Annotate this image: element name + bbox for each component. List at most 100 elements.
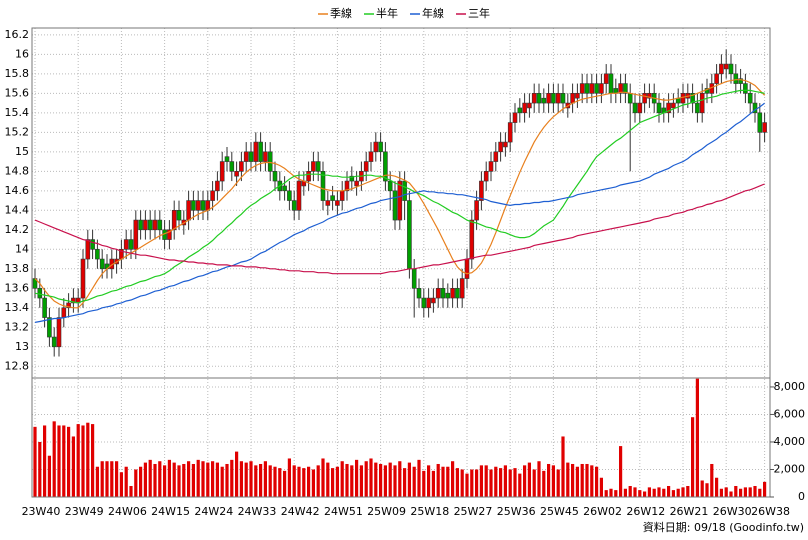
candle-body bbox=[680, 93, 686, 104]
volume-bar bbox=[508, 469, 512, 497]
y-tick-label: 12.8 bbox=[5, 359, 30, 372]
volume-bar bbox=[249, 461, 253, 497]
volume-bar bbox=[412, 466, 416, 497]
volume-bar bbox=[657, 487, 661, 497]
volume-bar bbox=[427, 465, 431, 497]
volume-bar bbox=[523, 465, 527, 497]
volume-bar bbox=[67, 426, 71, 497]
volume-bar bbox=[451, 461, 455, 497]
volume-bar bbox=[129, 485, 133, 497]
candle-body bbox=[95, 249, 100, 260]
volume-bar bbox=[158, 461, 162, 497]
candle-body bbox=[632, 102, 638, 114]
volume-bar bbox=[403, 468, 407, 497]
volume-bar bbox=[455, 468, 459, 497]
candle-body bbox=[373, 141, 379, 153]
candle-body bbox=[287, 190, 292, 201]
volume-tick-label: 4,000 bbox=[774, 435, 806, 448]
volume-bar bbox=[681, 487, 685, 497]
volume-bar bbox=[489, 469, 493, 497]
candle-body bbox=[594, 83, 599, 94]
volume-bar bbox=[393, 465, 397, 497]
volume-bar bbox=[580, 463, 584, 497]
volume-bar bbox=[551, 465, 555, 497]
candle-body bbox=[575, 93, 580, 99]
candle-body bbox=[603, 73, 609, 84]
volume-bar bbox=[628, 485, 632, 497]
legend-label: 三年 bbox=[468, 6, 490, 20]
candle-body bbox=[666, 102, 671, 114]
volume-bar bbox=[700, 480, 704, 497]
volume-bar bbox=[345, 463, 349, 497]
candle-body bbox=[325, 200, 331, 206]
candle-body bbox=[147, 219, 153, 231]
volume-bar bbox=[100, 461, 104, 497]
volume-bar bbox=[479, 465, 483, 497]
candle-body bbox=[167, 229, 172, 240]
candle-body bbox=[752, 102, 758, 114]
volume-bar bbox=[547, 463, 551, 497]
volume-bar bbox=[76, 424, 80, 497]
volume-bar bbox=[595, 466, 599, 497]
volume-bar bbox=[575, 466, 579, 497]
volume-bar bbox=[643, 491, 647, 497]
candle-body bbox=[479, 180, 484, 201]
x-tick-label: 25W27 bbox=[454, 505, 493, 518]
candle-body bbox=[498, 141, 503, 153]
candle-body bbox=[176, 210, 182, 221]
candle-body bbox=[627, 93, 633, 104]
x-tick-label: 26W30 bbox=[713, 505, 752, 518]
candle-body bbox=[411, 268, 417, 289]
volume-bar bbox=[52, 421, 56, 497]
volume-bar bbox=[604, 490, 608, 497]
volume-bar bbox=[220, 466, 224, 497]
volume-bar bbox=[494, 466, 498, 497]
candle-body bbox=[330, 195, 335, 201]
candle-body bbox=[368, 151, 374, 162]
volume-bar bbox=[335, 466, 339, 497]
candle-body bbox=[728, 63, 734, 75]
volume-bar bbox=[33, 426, 37, 497]
volume-bar bbox=[739, 488, 743, 497]
candle-body bbox=[440, 288, 446, 299]
y-tick-label: 14.2 bbox=[5, 223, 30, 236]
x-tick-label: 25W18 bbox=[410, 505, 449, 518]
volume-bar bbox=[297, 466, 301, 497]
candle-body bbox=[743, 83, 748, 94]
candle-body bbox=[459, 278, 465, 299]
volume-tick-label: 0 bbox=[798, 490, 805, 503]
volume-bar bbox=[254, 465, 258, 497]
volume-bar bbox=[350, 465, 354, 497]
candle-body bbox=[56, 317, 62, 348]
candle-body bbox=[719, 63, 724, 75]
volume-bar bbox=[124, 466, 128, 497]
candle-body bbox=[738, 78, 743, 84]
volume-bar bbox=[47, 455, 51, 497]
candle-body bbox=[282, 185, 287, 192]
volume-bar bbox=[686, 485, 690, 497]
candle-body bbox=[637, 102, 643, 114]
volume-bar bbox=[311, 469, 315, 497]
volume-bar bbox=[355, 459, 359, 497]
volume-bar bbox=[110, 461, 114, 497]
candle-body bbox=[253, 141, 259, 162]
candle-body bbox=[531, 93, 537, 104]
candle-body bbox=[306, 171, 311, 182]
candle-body bbox=[171, 210, 177, 231]
volume-bar bbox=[518, 473, 522, 497]
volume-bar bbox=[662, 488, 666, 497]
x-tick-label: 24W06 bbox=[108, 505, 147, 518]
volume-bar bbox=[623, 488, 627, 497]
volume-bar bbox=[556, 469, 560, 497]
candle-body bbox=[128, 239, 134, 250]
candle-body bbox=[421, 297, 427, 309]
volume-bar bbox=[374, 462, 378, 497]
volume-bar bbox=[340, 461, 344, 497]
candle-body bbox=[474, 200, 479, 221]
volume-bar bbox=[436, 463, 440, 497]
candle-body bbox=[483, 171, 489, 182]
candle-body bbox=[315, 161, 321, 172]
volume-bar bbox=[513, 468, 517, 497]
volume-bar bbox=[465, 473, 469, 497]
x-tick-label: 26W21 bbox=[670, 505, 709, 518]
